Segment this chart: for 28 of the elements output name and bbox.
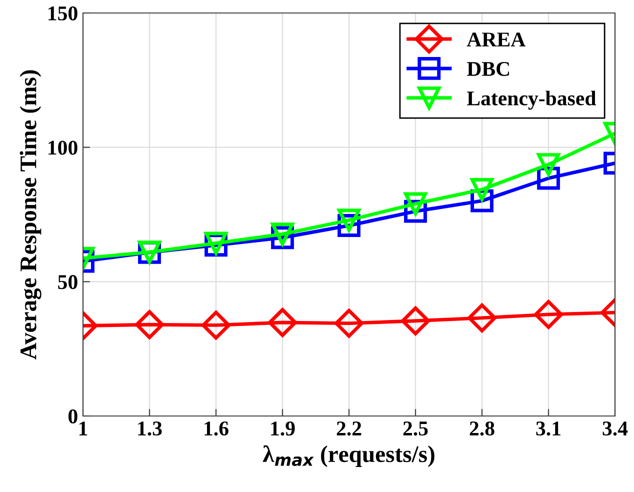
- point: [135, 310, 164, 340]
- point: [468, 303, 496, 332]
- point: [202, 310, 230, 340]
- x-tick-label: 3.4: [602, 422, 628, 436]
- x-tick-label: 2.8: [470, 421, 494, 436]
- y-tick-label: 100: [48, 140, 78, 155]
- point: [404, 192, 427, 216]
- y-tick-label: 0: [68, 409, 78, 424]
- point: [334, 308, 364, 338]
- y-tick-label: 150: [48, 6, 78, 20]
- x-tick-label: 2.2: [336, 422, 362, 436]
- y-tick-label: 50: [58, 275, 78, 290]
- legend-label: Latency-based: [466, 90, 596, 110]
- x-tick-label: 1: [79, 422, 88, 436]
- x-tick-label: 1.9: [271, 422, 295, 436]
- legend-label: AREA: [466, 32, 526, 46]
- x-tick-label: 2.5: [403, 422, 428, 436]
- x-tick-label: 1.3: [138, 422, 162, 436]
- x-axis-title: λ$_{max}$ (requests/s): [262, 445, 434, 467]
- point: [271, 222, 294, 246]
- point: [338, 208, 360, 232]
- x-tick-label: 3.1: [536, 422, 560, 436]
- point: [268, 308, 297, 338]
- legend-label: DBC: [466, 62, 510, 76]
- point: [401, 306, 430, 336]
- x-tick-label: 1.6: [204, 422, 228, 436]
- point: [534, 300, 563, 329]
- y-axis-title: Average Response Time (ms): [20, 70, 42, 360]
